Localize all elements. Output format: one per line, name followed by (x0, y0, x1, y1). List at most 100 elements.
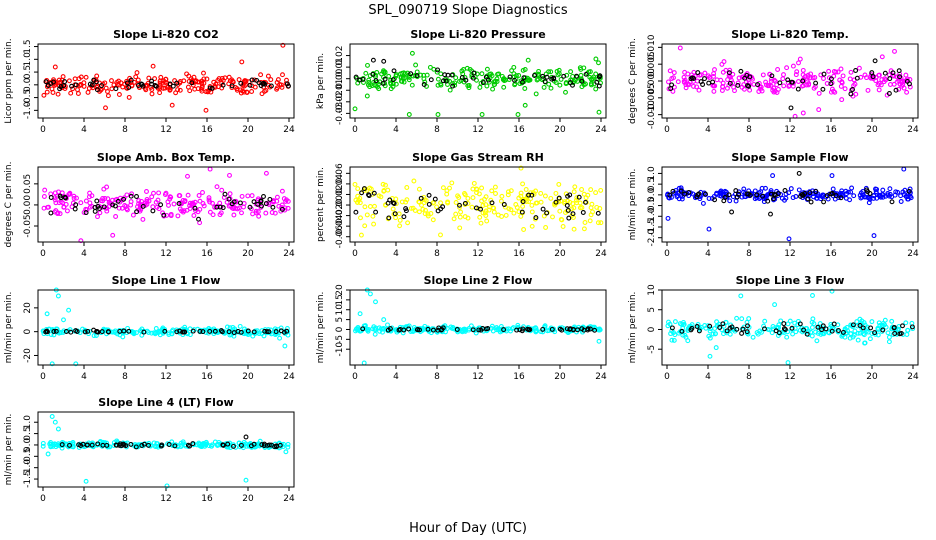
data-point-all (438, 200, 444, 206)
y-tick-label: 0 (335, 326, 345, 332)
data-point-all (40, 440, 46, 446)
x-tick-label: 12 (160, 372, 171, 382)
data-point-all (591, 74, 597, 80)
data-point-highlighted (857, 323, 863, 328)
data-point-all (665, 215, 671, 221)
data-point-highlighted (414, 73, 420, 79)
y-tick-label: -5 (647, 345, 657, 354)
data-point-all (230, 442, 236, 448)
data-point-all (772, 88, 778, 94)
data-point-all (53, 208, 59, 214)
data-point-all (518, 165, 524, 171)
data-point-highlighted (860, 325, 866, 331)
data-point-all (892, 48, 897, 54)
data-point-all (100, 439, 106, 445)
data-point-all (381, 317, 387, 323)
x-tick-label: 8 (746, 372, 752, 382)
data-point-all (358, 215, 363, 221)
y-axis-label: degrees C per min. (4, 162, 14, 248)
data-point-all (169, 331, 175, 336)
data-point-highlighted (720, 321, 726, 327)
data-point-all (67, 327, 73, 333)
data-point-all (516, 73, 522, 78)
x-tick-label: 4 (393, 125, 399, 135)
data-point-all (598, 220, 604, 226)
x-tick-label: 20 (866, 249, 878, 259)
data-point-highlighted (237, 200, 243, 206)
y-tick-label: -0.005 (647, 83, 657, 112)
data-point-highlighted (891, 325, 897, 331)
data-point-highlighted (864, 187, 870, 193)
y-tick-label: 20 (335, 284, 345, 296)
data-point-all (383, 182, 388, 188)
y-tick-label: 15 (335, 294, 345, 305)
data-point-all (583, 195, 589, 201)
data-point-highlighted (890, 70, 896, 76)
data-point-highlighted (820, 323, 826, 329)
data-point-all (739, 316, 745, 322)
data-point-all (717, 190, 723, 196)
data-point-all (514, 205, 520, 210)
data-point-all (100, 198, 106, 204)
data-point-all (427, 64, 433, 70)
data-point-highlighted (828, 81, 834, 87)
data-point-all (285, 444, 291, 450)
data-point-all (91, 333, 97, 339)
data-point-all (738, 293, 744, 299)
data-point-all (867, 336, 873, 342)
data-point-highlighted (140, 83, 146, 89)
data-point-all (249, 193, 255, 199)
data-point-all (195, 79, 201, 85)
data-point-all (747, 87, 753, 93)
data-point-all (885, 330, 891, 336)
plot-frame (37, 289, 295, 366)
data-point-all (253, 208, 259, 214)
data-point-all (279, 84, 285, 90)
data-point-all (901, 78, 907, 84)
data-point-all (149, 194, 155, 200)
data-point-highlighted (134, 209, 140, 215)
data-point-all (513, 73, 519, 79)
data-point-all (572, 184, 578, 190)
data-point-all (837, 77, 843, 83)
data-point-all (373, 299, 378, 305)
data-point-all (735, 80, 741, 86)
y-tick-label: 1.0 (647, 166, 657, 181)
data-point-highlighted (284, 328, 290, 334)
x-tick-label: 12 (472, 372, 483, 382)
data-point-all (886, 334, 892, 340)
data-point-highlighted (110, 202, 116, 208)
plot-frame (661, 43, 919, 119)
data-point-highlighted (159, 442, 165, 448)
data-point-highlighted (185, 442, 191, 448)
x-tick-label: 20 (866, 125, 878, 135)
data-point-all (78, 238, 84, 244)
data-point-highlighted (836, 328, 841, 333)
data-point-highlighted (126, 328, 132, 334)
data-point-all (898, 193, 904, 199)
data-point-highlighted (848, 91, 854, 97)
data-point-all (419, 202, 424, 208)
data-point-all (41, 194, 47, 199)
data-point-all (800, 67, 806, 73)
data-point-highlighted (360, 76, 366, 82)
data-point-highlighted (192, 205, 198, 211)
data-point-highlighted (707, 323, 713, 329)
data-point-all (541, 84, 547, 90)
data-point-all (370, 213, 376, 219)
data-point-all (785, 321, 791, 327)
data-point-all (274, 194, 280, 200)
data-point-all (272, 326, 278, 332)
data-point-all (691, 69, 697, 75)
data-point-highlighted (220, 82, 226, 88)
data-point-highlighted (243, 434, 249, 440)
data-point-highlighted (805, 196, 811, 202)
data-point-all (669, 76, 675, 81)
data-point-all (484, 218, 490, 224)
plot-frame (661, 289, 919, 366)
data-point-all (745, 331, 751, 337)
data-point-highlighted (776, 330, 782, 336)
data-point-highlighted (717, 325, 723, 330)
data-point-highlighted (667, 192, 673, 198)
data-point-all (546, 81, 552, 87)
